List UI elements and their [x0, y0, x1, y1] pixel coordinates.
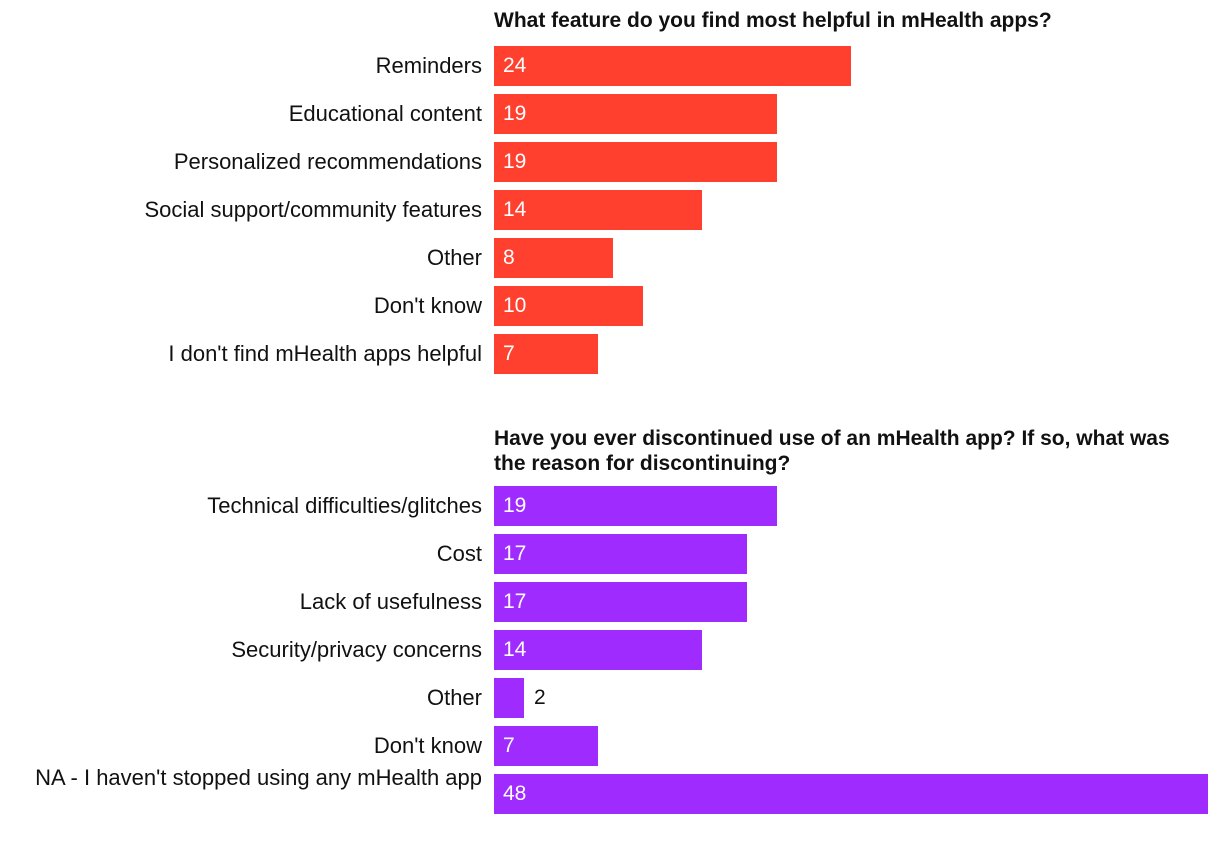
bar-1-3	[494, 142, 777, 182]
bar-2-1	[494, 486, 777, 526]
value-label-1-2: 19	[503, 102, 527, 125]
value-label-2-7: 48	[503, 782, 527, 805]
bar-1-7	[494, 334, 598, 374]
value-label-1-3: 19	[503, 150, 527, 173]
category-label-2-7: NA - I haven't stopped using any mHealth…	[35, 765, 482, 790]
bar-1-5	[494, 238, 613, 278]
category-label-1-6: Don't know	[373, 293, 482, 318]
bar-2-5	[494, 678, 524, 718]
category-label-2-6: Don't know	[373, 733, 482, 758]
category-label-2-3: Lack of usefulness	[299, 589, 482, 614]
value-label-1-6: 10	[503, 294, 527, 317]
category-label-2-4: Security/privacy concerns	[231, 637, 482, 662]
bar-2-7	[494, 774, 1208, 814]
bar-2-3	[494, 582, 747, 622]
bar-1-4	[494, 190, 702, 230]
chart-1-title: What feature do you find most helpful in…	[494, 9, 1052, 32]
bar-1-1	[494, 46, 851, 86]
category-label-1-4: Social support/community features	[144, 197, 483, 222]
category-label-2-1: Technical difficulties/glitches	[207, 493, 482, 518]
value-label-1-1: 24	[503, 54, 527, 77]
category-label-1-3: Personalized recommendations	[173, 149, 482, 174]
bar-1-6	[494, 286, 643, 326]
value-label-1-4: 14	[503, 198, 527, 221]
category-label-1-5: Other	[426, 245, 482, 270]
value-label-2-2: 17	[503, 542, 527, 565]
category-label-1-2: Educational content	[288, 101, 482, 126]
bar-2-6	[494, 726, 598, 766]
category-label-1-7: I don't find mHealth apps helpful	[168, 341, 482, 366]
value-label-1-5: 8	[503, 246, 515, 269]
bar-2-2	[494, 534, 747, 574]
value-label-2-6: 7	[503, 734, 515, 757]
value-label-2-1: 19	[503, 494, 527, 517]
category-label-2-2: Cost	[436, 541, 482, 566]
category-label-2-5: Other	[426, 685, 482, 710]
chart-2-title: Have you ever discontinued use of an mHe…	[494, 427, 1170, 475]
value-label-2-4: 14	[503, 638, 527, 661]
value-label-2-5: 2	[534, 686, 546, 709]
bar-1-2	[494, 94, 777, 134]
bar-2-4	[494, 630, 702, 670]
value-label-1-7: 7	[503, 342, 515, 365]
value-label-2-3: 17	[503, 590, 527, 613]
category-label-1-1: Reminders	[375, 53, 482, 78]
